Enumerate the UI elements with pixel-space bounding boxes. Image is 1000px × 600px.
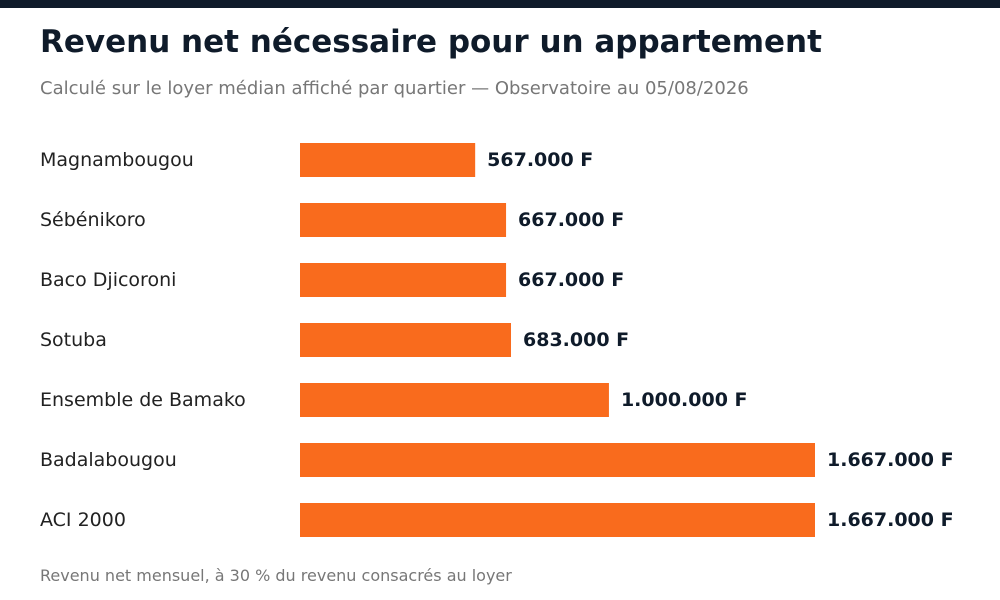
category-label: Sébénikoro (40, 209, 146, 231)
bar (300, 503, 815, 537)
category-label: ACI 2000 (40, 509, 126, 531)
chart-title: Revenu net nécessaire pour un appartemen… (40, 24, 822, 60)
bar (300, 323, 512, 357)
value-label: 683.000 F (523, 329, 629, 351)
category-label: Magnambougou (40, 149, 194, 171)
bar (300, 443, 815, 477)
category-label: Ensemble de Bamako (40, 389, 246, 411)
value-label: 1.667.000 F (827, 509, 954, 531)
bar-row: ACI 2000 1.667.000 F (40, 503, 954, 537)
bar-row: Sotuba 683.000 F (40, 323, 629, 357)
category-label: Sotuba (40, 329, 107, 351)
category-label: Badalabougou (40, 449, 177, 471)
chart-footnote: Revenu net mensuel, à 30 % du revenu con… (40, 566, 512, 585)
bar (300, 143, 476, 177)
top-accent-bar (0, 0, 1000, 8)
bar-row: Ensemble de Bamako 1.000.000 F (40, 383, 748, 417)
bar-row: Magnambougou 567.000 F (40, 143, 593, 177)
value-label: 567.000 F (487, 149, 593, 171)
value-label: 667.000 F (518, 269, 624, 291)
value-label: 1.667.000 F (827, 449, 954, 471)
bar (300, 383, 609, 417)
value-label: 667.000 F (518, 209, 624, 231)
category-label: Baco Djicoroni (40, 269, 176, 291)
bar-row: Badalabougou 1.667.000 F (40, 443, 954, 477)
bar-row: Baco Djicoroni 667.000 F (40, 263, 624, 297)
bar-row: Sébénikoro 667.000 F (40, 203, 624, 237)
chart-subtitle: Calculé sur le loyer médian affiché par … (40, 78, 749, 99)
bar (300, 203, 507, 237)
bar (300, 263, 507, 297)
value-label: 1.000.000 F (621, 389, 748, 411)
